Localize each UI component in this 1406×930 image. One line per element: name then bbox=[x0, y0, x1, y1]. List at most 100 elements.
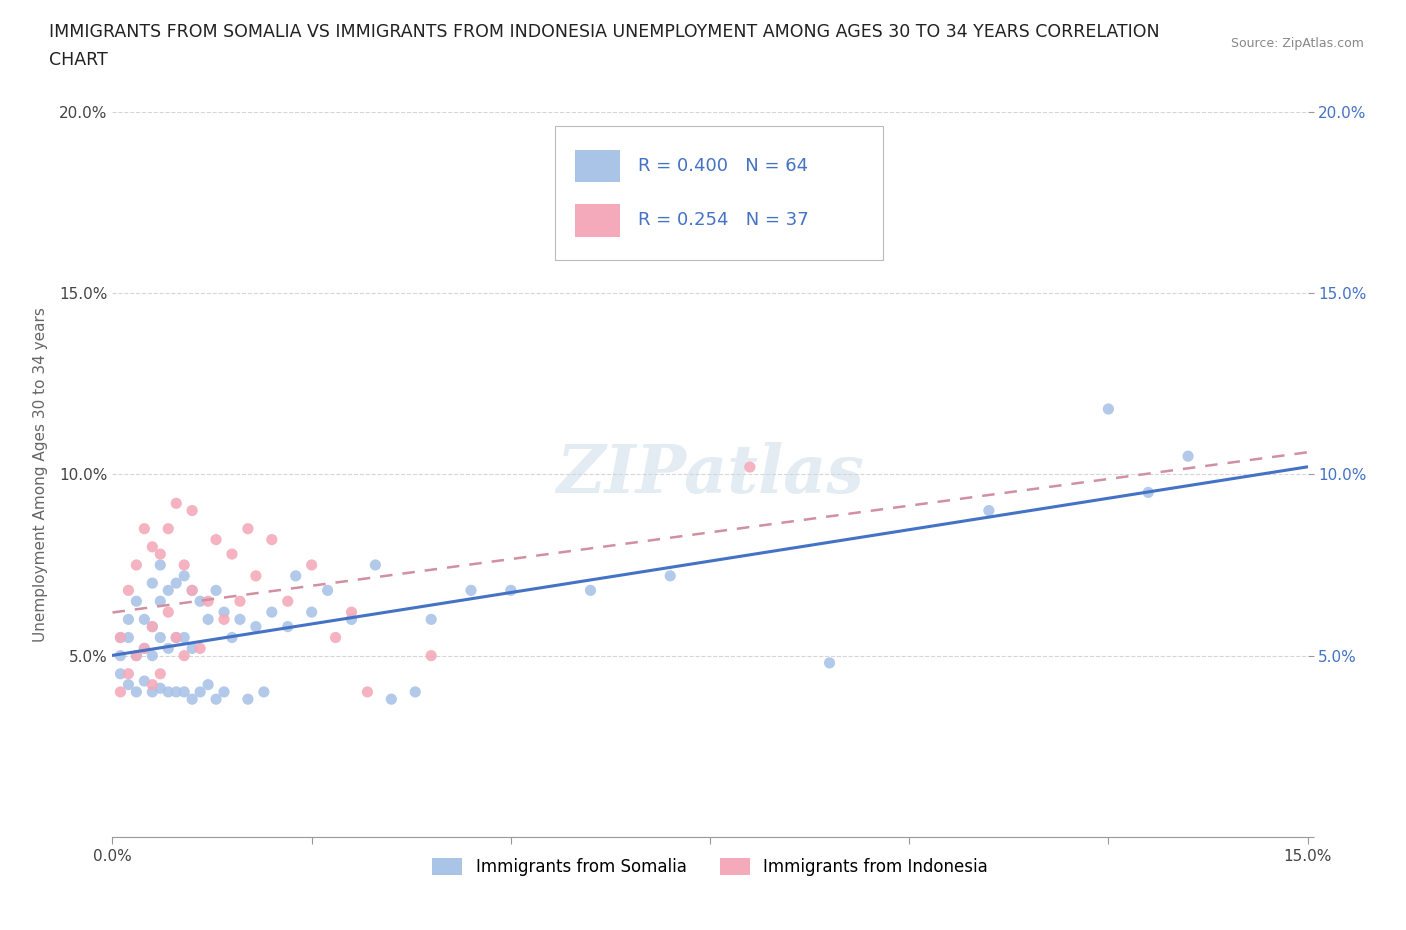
Point bbox=[165, 576, 187, 591]
Point bbox=[221, 631, 243, 645]
Y-axis label: Unemployment Among Ages 30 to 34 years: Unemployment Among Ages 30 to 34 years bbox=[34, 307, 48, 642]
Text: R = 0.400   N = 64: R = 0.400 N = 64 bbox=[638, 157, 808, 175]
Point bbox=[117, 612, 139, 627]
Point bbox=[165, 631, 187, 645]
Point bbox=[205, 583, 228, 598]
Point bbox=[284, 568, 307, 583]
Point bbox=[197, 677, 219, 692]
Point bbox=[141, 677, 163, 692]
Point bbox=[125, 648, 148, 663]
Point bbox=[212, 604, 235, 619]
Point bbox=[181, 692, 204, 707]
Text: CHART: CHART bbox=[49, 51, 108, 69]
Point bbox=[181, 503, 204, 518]
Point bbox=[253, 684, 276, 699]
Point bbox=[125, 558, 148, 573]
Text: Source: ZipAtlas.com: Source: ZipAtlas.com bbox=[1230, 37, 1364, 50]
Point bbox=[149, 667, 172, 682]
Point bbox=[277, 619, 299, 634]
Point bbox=[205, 692, 228, 707]
Point bbox=[325, 631, 347, 645]
Point bbox=[301, 604, 323, 619]
Point bbox=[460, 583, 482, 598]
Point bbox=[364, 558, 387, 573]
Point bbox=[173, 568, 195, 583]
Point bbox=[260, 532, 283, 547]
FancyBboxPatch shape bbox=[575, 150, 620, 182]
Point bbox=[157, 641, 180, 656]
Legend: Immigrants from Somalia, Immigrants from Indonesia: Immigrants from Somalia, Immigrants from… bbox=[426, 852, 994, 883]
Point bbox=[188, 641, 211, 656]
Point bbox=[340, 604, 363, 619]
Point bbox=[1097, 402, 1119, 417]
Text: R = 0.254   N = 37: R = 0.254 N = 37 bbox=[638, 211, 808, 230]
Point bbox=[141, 648, 163, 663]
Point bbox=[277, 594, 299, 609]
Point bbox=[245, 619, 267, 634]
Point bbox=[134, 641, 156, 656]
Point bbox=[165, 496, 187, 511]
Point bbox=[141, 619, 163, 634]
FancyBboxPatch shape bbox=[554, 126, 883, 260]
Point bbox=[173, 558, 195, 573]
Point bbox=[125, 684, 148, 699]
Point bbox=[157, 521, 180, 536]
Point bbox=[149, 558, 172, 573]
Point bbox=[197, 594, 219, 609]
Point bbox=[301, 558, 323, 573]
Point bbox=[977, 503, 1000, 518]
Point bbox=[420, 612, 443, 627]
Text: IMMIGRANTS FROM SOMALIA VS IMMIGRANTS FROM INDONESIA UNEMPLOYMENT AMONG AGES 30 : IMMIGRANTS FROM SOMALIA VS IMMIGRANTS FR… bbox=[49, 23, 1160, 41]
Point bbox=[221, 547, 243, 562]
Point bbox=[157, 684, 180, 699]
Point bbox=[110, 684, 132, 699]
Point bbox=[579, 583, 602, 598]
Point bbox=[245, 568, 267, 583]
Point bbox=[141, 619, 163, 634]
Point bbox=[149, 681, 172, 696]
Point bbox=[117, 677, 139, 692]
Point bbox=[181, 583, 204, 598]
Point bbox=[110, 631, 132, 645]
Point bbox=[165, 684, 187, 699]
Point bbox=[229, 612, 252, 627]
Point bbox=[236, 692, 259, 707]
Point bbox=[212, 684, 235, 699]
Point bbox=[149, 547, 172, 562]
Point bbox=[110, 648, 132, 663]
Point bbox=[659, 568, 682, 583]
Point bbox=[181, 583, 204, 598]
Point bbox=[380, 692, 402, 707]
Point bbox=[117, 631, 139, 645]
Point bbox=[134, 521, 156, 536]
Point bbox=[149, 594, 172, 609]
Point bbox=[1177, 449, 1199, 464]
Point bbox=[134, 673, 156, 688]
Point bbox=[117, 583, 139, 598]
Text: ZIPatlas: ZIPatlas bbox=[557, 442, 863, 507]
Point bbox=[205, 532, 228, 547]
Point bbox=[141, 576, 163, 591]
Point bbox=[499, 583, 522, 598]
Point bbox=[188, 684, 211, 699]
Point bbox=[157, 583, 180, 598]
Point bbox=[157, 604, 180, 619]
Point bbox=[236, 521, 259, 536]
Point bbox=[125, 594, 148, 609]
Point bbox=[356, 684, 378, 699]
Point bbox=[141, 684, 163, 699]
Point bbox=[316, 583, 339, 598]
Point bbox=[1137, 485, 1160, 500]
Point bbox=[420, 648, 443, 663]
Point bbox=[141, 539, 163, 554]
Point bbox=[260, 604, 283, 619]
Point bbox=[197, 612, 219, 627]
Point bbox=[165, 631, 187, 645]
Point bbox=[738, 459, 761, 474]
FancyBboxPatch shape bbox=[575, 204, 620, 237]
Point bbox=[134, 641, 156, 656]
Point bbox=[110, 631, 132, 645]
Point bbox=[188, 594, 211, 609]
Point bbox=[181, 641, 204, 656]
Point bbox=[212, 612, 235, 627]
